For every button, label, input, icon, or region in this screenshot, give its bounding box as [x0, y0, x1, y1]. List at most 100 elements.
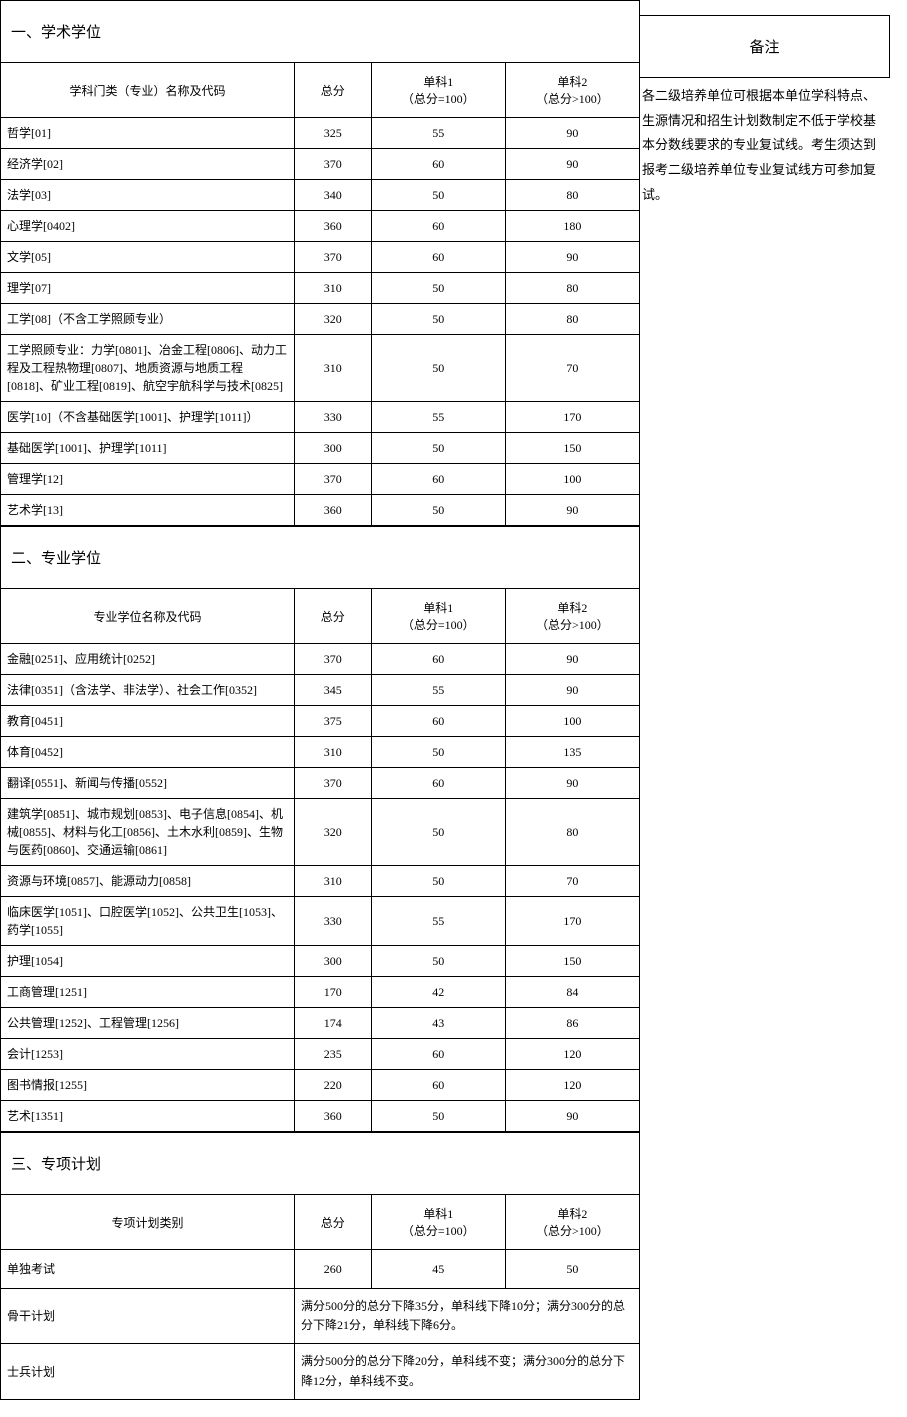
notes-column: 备注 各二级培养单位可根据本单位学科特点、生源情况和招生计划数制定不低于学校基本… [640, 0, 890, 213]
row-value: 360 [294, 211, 371, 242]
row-name: 护理[1054] [1, 946, 295, 977]
row-value: 60 [371, 464, 505, 495]
row-value: 90 [505, 768, 639, 799]
table-row: 临床医学[1051]、口腔医学[1052]、公共卫生[1053]、药学[1055… [1, 897, 640, 946]
row-value: 70 [505, 866, 639, 897]
row-value: 42 [371, 977, 505, 1008]
row-value: 80 [505, 273, 639, 304]
row-value: 360 [294, 1101, 371, 1132]
row-name: 士兵计划 [1, 1344, 295, 1399]
row-value: 260 [294, 1250, 371, 1289]
table-row: 理学[07]3105080 [1, 273, 640, 304]
row-name: 单独考试 [1, 1250, 295, 1289]
row-value: 86 [505, 1008, 639, 1039]
row-value: 50 [371, 273, 505, 304]
row-name: 法律[0351]（含法学、非法学）、社会工作[0352] [1, 675, 295, 706]
table-row: 艺术[1351]3605090 [1, 1101, 640, 1132]
row-name: 法学[03] [1, 180, 295, 211]
row-name: 建筑学[0851]、城市规划[0853]、电子信息[0854]、机械[0855]… [1, 799, 295, 866]
row-value: 43 [371, 1008, 505, 1039]
col-sub1-header: 单科1 （总分=100） [371, 63, 505, 118]
row-value: 370 [294, 464, 371, 495]
col-sub2-header: 单科2 （总分>100） [505, 589, 639, 644]
table-header-row: 学科门类（专业）名称及代码 总分 单科1 （总分=100） 单科2 （总分>10… [1, 63, 640, 118]
row-value: 310 [294, 273, 371, 304]
table-row: 心理学[0402]36060180 [1, 211, 640, 242]
notes-text: 各二级培养单位可根据本单位学科特点、生源情况和招生计划数制定不低于学校基本分数线… [640, 78, 890, 213]
row-name: 医学[10]（不含基础医学[1001]、护理学[1011]） [1, 402, 295, 433]
row-value: 84 [505, 977, 639, 1008]
col-total-header: 总分 [294, 63, 371, 118]
row-value: 320 [294, 799, 371, 866]
row-value: 90 [505, 675, 639, 706]
row-value: 100 [505, 706, 639, 737]
row-name: 工学照顾专业：力学[0801]、冶金工程[0806]、动力工程及工程热物理[08… [1, 335, 295, 402]
row-value: 220 [294, 1070, 371, 1101]
notes-header: 备注 [640, 15, 890, 78]
row-value: 90 [505, 495, 639, 526]
table-row: 翻译[0551]、新闻与传播[0552]3706090 [1, 768, 640, 799]
row-value: 50 [505, 1250, 639, 1289]
table-row: 护理[1054]30050150 [1, 946, 640, 977]
row-value: 60 [371, 706, 505, 737]
row-name: 会计[1253] [1, 1039, 295, 1070]
row-name: 理学[07] [1, 273, 295, 304]
row-value: 50 [371, 304, 505, 335]
row-value: 55 [371, 675, 505, 706]
row-name: 公共管理[1252]、工程管理[1256] [1, 1008, 295, 1039]
table-row: 金融[0251]、应用统计[0252]3706090 [1, 644, 640, 675]
table-row: 单独考试2604550 [1, 1250, 640, 1289]
row-value: 55 [371, 402, 505, 433]
section3-title: 三、专项计划 [11, 1157, 101, 1173]
row-value: 50 [371, 737, 505, 768]
col-sub2-header: 单科2 （总分>100） [505, 1195, 639, 1250]
row-name: 金融[0251]、应用统计[0252] [1, 644, 295, 675]
row-value: 120 [505, 1070, 639, 1101]
row-value: 70 [505, 335, 639, 402]
table-row: 教育[0451]37560100 [1, 706, 640, 737]
row-value: 60 [371, 1039, 505, 1070]
row-value: 345 [294, 675, 371, 706]
row-value: 330 [294, 402, 371, 433]
table-row: 会计[1253]23560120 [1, 1039, 640, 1070]
table-row: 体育[0452]31050135 [1, 737, 640, 768]
row-value: 90 [505, 242, 639, 273]
row-value: 60 [371, 149, 505, 180]
row-name: 图书情报[1255] [1, 1070, 295, 1101]
row-value: 150 [505, 946, 639, 977]
row-name: 艺术[1351] [1, 1101, 295, 1132]
table-row: 艺术学[13]3605090 [1, 495, 640, 526]
table-row: 工学照顾专业：力学[0801]、冶金工程[0806]、动力工程及工程热物理[08… [1, 335, 640, 402]
row-value: 330 [294, 897, 371, 946]
row-value: 135 [505, 737, 639, 768]
row-value: 60 [371, 644, 505, 675]
row-value: 50 [371, 799, 505, 866]
col-name-header: 专项计划类别 [1, 1195, 295, 1250]
row-value: 90 [505, 149, 639, 180]
row-name: 体育[0452] [1, 737, 295, 768]
row-value: 320 [294, 304, 371, 335]
table-row: 资源与环境[0857]、能源动力[0858]3105070 [1, 866, 640, 897]
row-value: 60 [371, 1070, 505, 1101]
col-sub1-header: 单科1 （总分=100） [371, 589, 505, 644]
row-value: 150 [505, 433, 639, 464]
table-row: 图书情报[1255]22060120 [1, 1070, 640, 1101]
col-name-header: 专业学位名称及代码 [1, 589, 295, 644]
row-name: 翻译[0551]、新闻与传播[0552] [1, 768, 295, 799]
row-value: 50 [371, 335, 505, 402]
row-value: 60 [371, 211, 505, 242]
row-value: 50 [371, 433, 505, 464]
main-content: 一、学术学位 学科门类（专业）名称及代码 总分 单科1 （总分=100） 单科2… [0, 0, 640, 1400]
section2-table: 专业学位名称及代码 总分 单科1 （总分=100） 单科2 （总分>100） 金… [0, 588, 640, 1132]
row-name: 经济学[02] [1, 149, 295, 180]
table-row: 法律[0351]（含法学、非法学）、社会工作[0352]3455590 [1, 675, 640, 706]
row-name: 骨干计划 [1, 1289, 295, 1344]
col-total-header: 总分 [294, 1195, 371, 1250]
table-row: 建筑学[0851]、城市规划[0853]、电子信息[0854]、机械[0855]… [1, 799, 640, 866]
row-desc: 满分500分的总分下降20分，单科线不变；满分300分的总分下降12分，单科线不… [294, 1344, 639, 1399]
row-value: 174 [294, 1008, 371, 1039]
row-value: 375 [294, 706, 371, 737]
table-row: 士兵计划满分500分的总分下降20分，单科线不变；满分300分的总分下降12分，… [1, 1344, 640, 1399]
row-value: 80 [505, 799, 639, 866]
row-value: 90 [505, 1101, 639, 1132]
